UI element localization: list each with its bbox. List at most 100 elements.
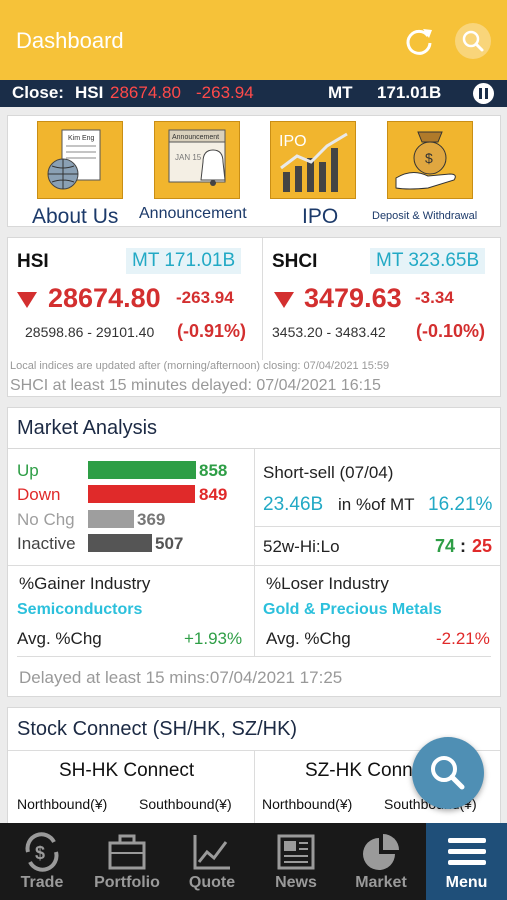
index-ticker[interactable]: Close: HSI 28674.80 -263.94 MT 171.01B [0, 80, 507, 107]
breadth-down-value: 849 [199, 485, 228, 504]
index-panel: HSI MT 171.01B 28674.80 -263.94 28598.86… [7, 237, 501, 397]
sh-hk-connect-label[interactable]: SH-HK Connect [59, 760, 195, 781]
shci-delay-note: SHCI at least 15 minutes delayed: 07/04/… [10, 377, 381, 394]
nav-market-label: Market [355, 874, 407, 891]
nav-trade[interactable]: $ Trade [0, 823, 84, 900]
hi-value: 74 [435, 536, 456, 556]
gainer-avg-value: +1.93% [184, 629, 243, 648]
ticker-mt-label: MT [328, 83, 353, 102]
briefcase-icon [108, 834, 146, 870]
hamburger-icon [448, 838, 486, 865]
newspaper-globe-icon: Kim Eng [37, 121, 123, 199]
breadth-down-label: Down [17, 485, 61, 504]
gainer-avg-label: Avg. %Chg [17, 629, 102, 648]
dollar-exchange-icon: $ [25, 832, 59, 872]
breadth-nochg-label: No Chg [17, 510, 75, 529]
sz-northbound-label: Northbound(¥) [262, 796, 353, 812]
short-sell-value: 23.46B [263, 494, 324, 515]
svg-text:$: $ [35, 843, 45, 863]
loser-title: %Loser Industry [266, 574, 389, 593]
pause-icon[interactable] [473, 83, 494, 104]
breadth-up-label: Up [17, 461, 39, 480]
search-icon [431, 756, 465, 790]
floating-search-button[interactable] [412, 737, 484, 809]
shci-name: SHCI [272, 251, 318, 272]
shortcut-deposit-withdrawal-label: Deposit & Withdrawal [372, 210, 478, 222]
breadth-inactive-label: Inactive [17, 534, 76, 553]
nav-news[interactable]: News [254, 823, 338, 900]
nav-portfolio[interactable]: Portfolio [84, 823, 170, 900]
ticker-index: HSI [75, 83, 104, 102]
hsi-range: 28598.86 - 29101.40 [25, 324, 155, 340]
money-bag-hand-icon: $ [387, 121, 473, 199]
ticker-value: 28674.80 [110, 83, 181, 102]
ticker-mt-value: 171.01B [377, 83, 442, 102]
shci-change: -3.34 [415, 288, 454, 307]
stock-connect-vdivider [254, 750, 255, 828]
hsi-value: 28674.80 [48, 283, 161, 313]
shortcut-about-us-label: About Us [32, 205, 119, 228]
sh-southbound-label: Southbound(¥) [139, 796, 232, 812]
hi-lo-label: 52w-Hi:Lo [263, 537, 340, 556]
shortcut-announcement-label: Announcement [139, 205, 247, 222]
loser-avg-value: -2.21% [436, 629, 490, 648]
industry-divider [8, 565, 500, 566]
short-sell-pct-label: in %of MT [338, 495, 415, 514]
hsi-change: -263.94 [176, 288, 234, 307]
nav-quote-label: Quote [188, 874, 236, 891]
shci-range: 3453.20 - 3483.42 [272, 324, 386, 340]
sz-hk-connect-label[interactable]: SZ-HK Connect [305, 760, 439, 781]
stock-connect-title: Stock Connect (SH/HK, SZ/HK) [17, 718, 298, 740]
announcement-card-text: Announcement [172, 134, 219, 141]
breadth-up-value: 858 [199, 461, 228, 480]
nav-quote[interactable]: Quote [170, 823, 254, 900]
search-button[interactable] [455, 23, 491, 59]
indices-update-note: Local indices are updated after (morning… [10, 360, 390, 372]
svg-text:$: $ [425, 150, 433, 166]
delayed-divider [17, 656, 491, 657]
ticker-change: -263.94 [196, 83, 254, 102]
market-analysis-header[interactable]: Market Analysis [8, 408, 500, 449]
breadth-down-bar [88, 485, 195, 503]
nav-portfolio-label: Portfolio [94, 874, 160, 891]
nav-menu[interactable]: Menu [426, 823, 507, 900]
calendar-bell-icon: Announcement JAN 15 [154, 121, 240, 199]
line-chart-icon [193, 835, 230, 870]
nav-market[interactable]: Market [338, 823, 424, 900]
market-analysis-title: Market Analysis [17, 417, 158, 439]
ipo-icon-text: IPO [279, 133, 307, 150]
loser-industry-name: Gold & Precious Metals [263, 601, 442, 618]
down-arrow-icon [17, 292, 37, 308]
breadth-inactive-value: 507 [155, 534, 184, 553]
index-divider [262, 238, 263, 360]
analysis-divider [254, 449, 255, 656]
breadth-inactive-bar [88, 534, 152, 552]
nav-trade-label: Trade [20, 874, 64, 891]
delayed-note: Delayed at least 15 mins:07/04/2021 17:2… [19, 668, 343, 687]
breadth-nochg-bar [88, 510, 134, 528]
market-analysis-panel: Market Analysis Up 858 Down 849 No Chg 3… [7, 407, 501, 697]
sh-northbound-label: Northbound(¥) [17, 796, 108, 812]
shortcut-panel: Kim Eng About Us Announcement JAN 15 Ann… [7, 115, 501, 228]
lo-value: 25 [472, 536, 493, 556]
shortcut-ipo-label: IPO [302, 205, 339, 228]
hilo-divider [254, 526, 500, 527]
newspaper-icon [277, 834, 315, 870]
breadth-up-bar [88, 461, 196, 479]
breadth-nochg-value: 369 [137, 510, 166, 529]
shci-value: 3479.63 [304, 283, 402, 313]
announcement-date: JAN 15 [175, 153, 202, 162]
app-header: Dashboard [0, 0, 507, 80]
hi-lo-separator: : [460, 536, 466, 556]
loser-avg-label: Avg. %Chg [266, 629, 351, 648]
nav-menu-label: Menu [445, 874, 488, 891]
hsi-mt: MT 171.01B [126, 248, 242, 274]
refresh-icon[interactable] [402, 24, 436, 58]
bottom-navigation: $ Trade Portfolio Quote News [0, 823, 507, 900]
short-sell-pct: 16.21% [428, 494, 493, 515]
search-icon [462, 30, 484, 52]
gainer-title: %Gainer Industry [19, 574, 151, 593]
hsi-pct: (-0.91%) [177, 321, 247, 341]
page-title: Dashboard [16, 28, 124, 53]
about-paper-text: Kim Eng [68, 135, 95, 142]
